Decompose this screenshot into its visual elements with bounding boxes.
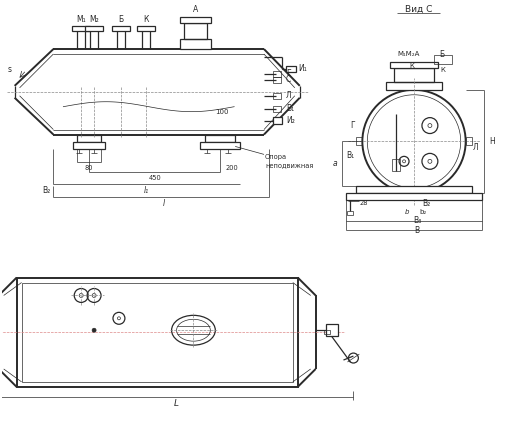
Text: 28: 28: [360, 200, 368, 206]
Text: В₃: В₃: [413, 216, 421, 225]
Text: А: А: [193, 5, 198, 14]
Bar: [390, 62, 438, 68]
Text: 450: 450: [149, 175, 161, 181]
Text: М₁М₂А: М₁М₂А: [398, 51, 420, 57]
Text: В₂: В₂: [422, 199, 430, 207]
Text: неподвижная: неподвижная: [265, 162, 313, 168]
Text: s: s: [8, 66, 12, 75]
Text: С: С: [286, 75, 291, 84]
Bar: [273, 77, 281, 83]
Bar: [392, 159, 400, 171]
Bar: [394, 68, 434, 82]
Bar: [348, 211, 353, 215]
Bar: [77, 135, 101, 142]
Text: В: В: [414, 226, 419, 236]
Bar: [180, 17, 212, 23]
Circle shape: [92, 328, 96, 332]
Bar: [273, 93, 281, 99]
Bar: [22, 282, 293, 382]
Text: В₁: В₁: [286, 104, 294, 113]
Text: Г: Г: [350, 121, 354, 130]
Text: b₂: b₂: [419, 209, 426, 215]
Text: Г: Г: [286, 69, 290, 78]
Text: М₂: М₂: [89, 15, 99, 24]
Bar: [466, 138, 471, 145]
Bar: [201, 142, 240, 150]
Bar: [434, 55, 452, 64]
Bar: [137, 26, 155, 31]
Bar: [205, 135, 235, 142]
Bar: [184, 23, 207, 39]
Text: l₁: l₁: [144, 186, 149, 195]
Text: Б: Б: [439, 49, 444, 58]
Text: М₁: М₁: [76, 15, 86, 24]
Text: К: К: [440, 67, 445, 73]
Text: Л: Л: [286, 91, 291, 100]
Bar: [74, 142, 105, 150]
Bar: [326, 324, 338, 336]
Text: Б: Б: [118, 15, 123, 24]
Bar: [273, 106, 281, 112]
Text: В₂: В₂: [42, 186, 50, 195]
Text: Вид С: Вид С: [405, 5, 433, 14]
Text: l: l: [163, 199, 165, 207]
Text: Н: Н: [489, 137, 495, 146]
Text: L: L: [174, 399, 178, 408]
Bar: [180, 39, 212, 49]
Bar: [17, 278, 298, 387]
Text: 80: 80: [85, 165, 93, 171]
Bar: [72, 26, 90, 31]
Text: В₁: В₁: [346, 151, 354, 160]
Bar: [273, 117, 282, 124]
Bar: [286, 66, 296, 72]
Text: b: b: [405, 209, 409, 215]
Bar: [323, 330, 330, 334]
Bar: [346, 193, 481, 200]
Bar: [273, 71, 281, 77]
Text: 100: 100: [216, 109, 229, 115]
Text: Опора: Опора: [265, 154, 287, 160]
Text: 200: 200: [226, 165, 238, 171]
Bar: [386, 82, 442, 90]
Bar: [356, 186, 471, 193]
Text: Л: Л: [472, 143, 478, 152]
Text: И₁: И₁: [298, 64, 307, 73]
Bar: [356, 138, 362, 145]
Text: И₂: И₂: [286, 116, 295, 125]
Bar: [85, 26, 103, 31]
Text: К: К: [410, 63, 414, 69]
Text: К: К: [143, 15, 149, 24]
Text: а: а: [333, 159, 338, 168]
Bar: [112, 26, 130, 31]
